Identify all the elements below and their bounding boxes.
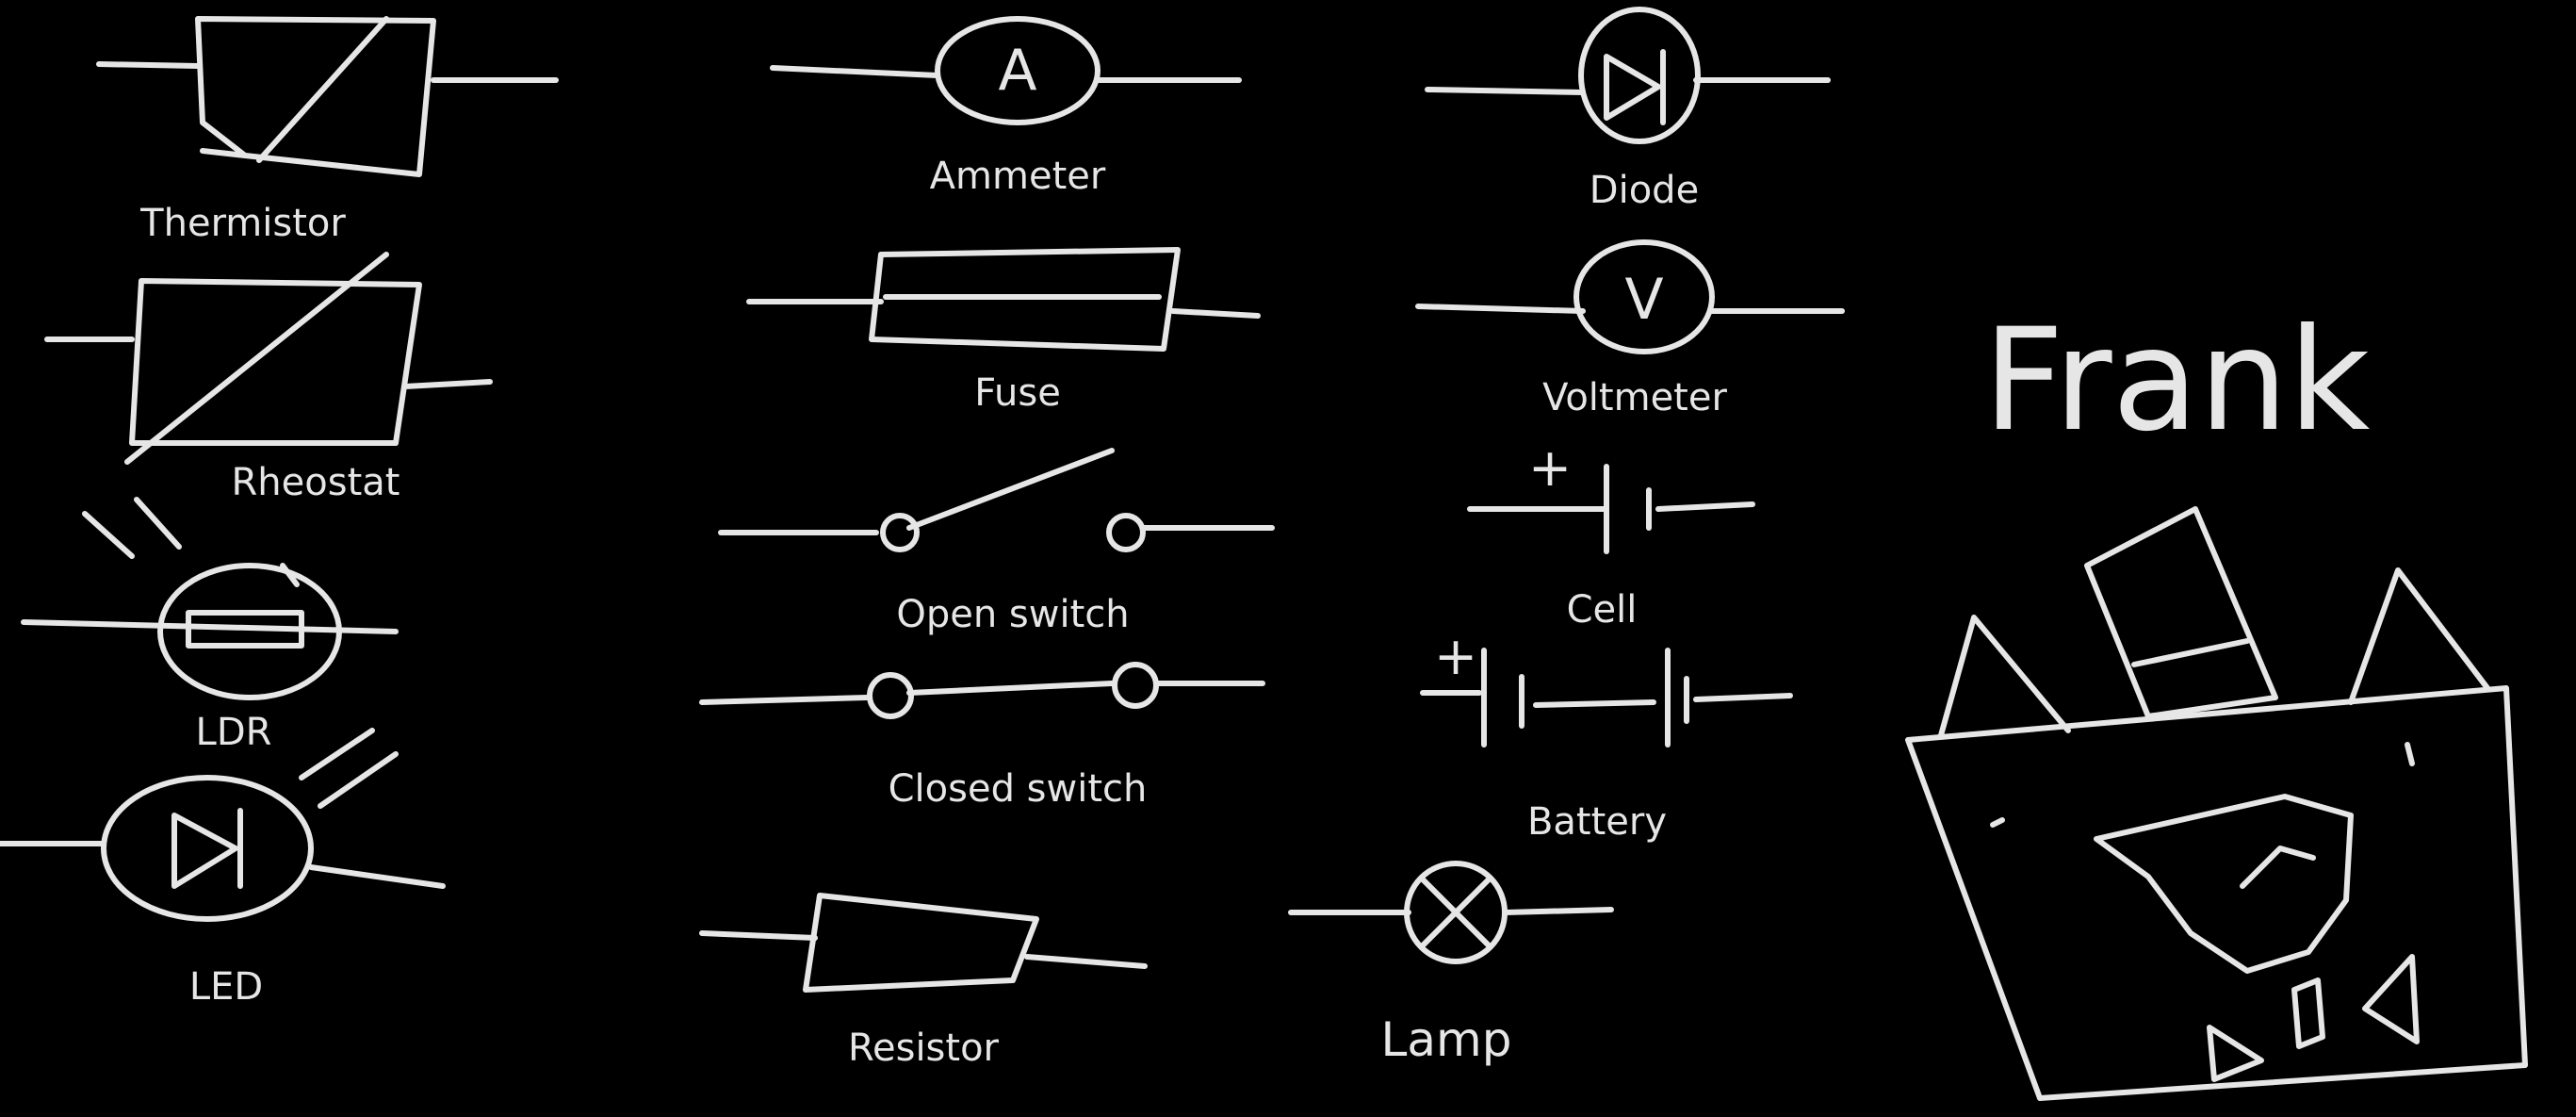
open-switch-symbol bbox=[718, 448, 1275, 552]
diode-symbol bbox=[1425, 7, 1831, 144]
ldr-symbol bbox=[21, 497, 399, 700]
thermistor-symbol bbox=[96, 16, 559, 177]
open-switch-label: Open switch bbox=[896, 593, 1129, 636]
cell-plus-sign: + bbox=[1528, 437, 1572, 498]
voltmeter-symbol bbox=[1415, 239, 1845, 354]
cat-doodle bbox=[1905, 506, 2528, 1101]
lamp-label: Lamp bbox=[1381, 1012, 1512, 1067]
led-symbol bbox=[0, 728, 446, 922]
resistor-symbol bbox=[699, 893, 1148, 993]
resistor-label: Resistor bbox=[848, 1027, 1000, 1070]
fuse-label: Fuse bbox=[974, 371, 1061, 415]
diode-label: Diode bbox=[1590, 169, 1699, 212]
ldr-label: LDR bbox=[196, 711, 272, 754]
fuse-symbol bbox=[746, 247, 1261, 352]
lamp-symbol bbox=[1288, 861, 1614, 964]
led-label: LED bbox=[189, 965, 263, 1009]
rheostat-label: Rheostat bbox=[232, 461, 400, 504]
voltmeter-label: Voltmeter bbox=[1542, 376, 1727, 419]
thermistor-label: Thermistor bbox=[139, 202, 346, 245]
battery-label: Battery bbox=[1527, 800, 1667, 844]
ammeter-letter: A bbox=[998, 38, 1036, 104]
voltmeter-letter: V bbox=[1624, 267, 1663, 333]
closed-switch-symbol bbox=[699, 662, 1265, 719]
rheostat-symbol bbox=[44, 252, 493, 465]
ammeter-label: Ammeter bbox=[930, 155, 1106, 198]
frank-title: Frank bbox=[1983, 299, 2371, 463]
battery-symbol bbox=[1420, 648, 1793, 747]
ammeter-symbol bbox=[770, 16, 1242, 125]
cell-label: Cell bbox=[1567, 588, 1638, 632]
battery-plus-sign: + bbox=[1434, 626, 1477, 686]
cell-symbol bbox=[1467, 464, 1755, 554]
closed-switch-label: Closed switch bbox=[889, 767, 1148, 811]
